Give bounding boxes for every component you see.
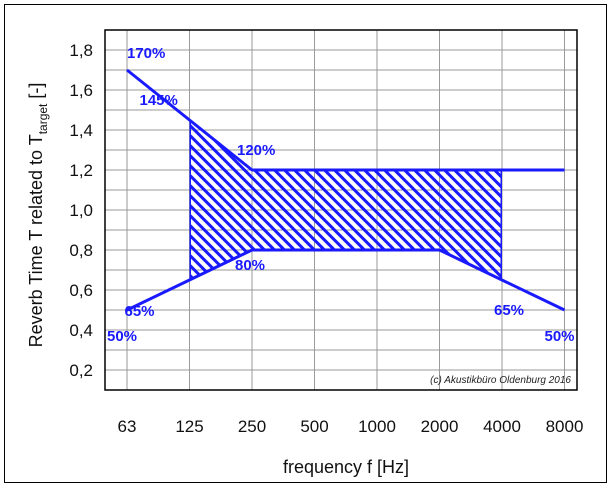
- x-axis-label: frequency f [Hz]: [283, 457, 409, 477]
- anno-65-right: 65%: [494, 302, 524, 319]
- x-tick-label: 500: [300, 417, 328, 436]
- anno-120: 120%: [237, 142, 275, 159]
- hatch-line: [468, 120, 502, 280]
- anno-50-right: 50%: [545, 328, 575, 345]
- upper-limit-line: [126, 68, 565, 172]
- y-axis-label: Reverb Time T related to Ttarget [-]: [26, 83, 50, 348]
- hatch-line: [189, 120, 251, 280]
- x-tick-label: 250: [238, 417, 266, 436]
- anno-50-left: 50%: [107, 328, 137, 345]
- percent-annotations: 170% 145% 120% 80% 65% 65% 50% 50%: [107, 45, 575, 345]
- hatch-line: [520, 115, 613, 285]
- x-tick-label: 63: [118, 417, 137, 436]
- y-tick-label: 1,0: [69, 201, 93, 220]
- anno-145-upper: 145%: [140, 92, 178, 109]
- y-tick-label: 0,8: [69, 241, 93, 260]
- grid: [105, 30, 577, 390]
- y-axis-label-main: Reverb Time T related to T: [26, 134, 46, 347]
- anno-65-left: 65%: [125, 303, 155, 320]
- hatch-line: [510, 115, 613, 285]
- y-tick-label: 1,4: [69, 121, 93, 140]
- hatch-line: [189, 120, 231, 280]
- y-tick-label: 0,2: [69, 361, 93, 380]
- y-tick-label: 1,8: [69, 41, 93, 60]
- x-tick-label: 8000: [546, 417, 584, 436]
- y-tick-label: 0,6: [69, 281, 93, 300]
- anno-80: 80%: [235, 257, 265, 274]
- x-tick-label: 4000: [483, 417, 521, 436]
- y-tick-label: 1,2: [69, 161, 93, 180]
- anno-170: 170%: [127, 45, 165, 62]
- y-tick-labels: 0,2 0,4 0,6 0,8 1,0 1,2 1,4 1,6 1,8: [69, 41, 93, 380]
- hatch-line: [189, 120, 211, 280]
- x-tick-labels: 63 125 250 500 1000 2000 4000 8000: [118, 417, 584, 436]
- tolerance-hatch: [189, 115, 613, 285]
- copyright-note: (c) Akustikbüro Oldenburg 2016: [430, 375, 571, 386]
- hatch-line: [189, 120, 221, 280]
- hatch-line: [189, 120, 201, 280]
- plot-area: [104, 29, 578, 391]
- x-tick-label: 2000: [421, 417, 459, 436]
- y-axis-label-unit: [-]: [26, 83, 46, 104]
- hatch-line: [478, 120, 502, 280]
- hatch-line: [189, 120, 241, 280]
- series-lines: [126, 68, 566, 312]
- y-axis-label-subscript: target: [36, 103, 50, 134]
- x-tick-label: 125: [175, 417, 203, 436]
- hatch-line: [498, 120, 502, 280]
- y-tick-label: 0,4: [69, 321, 93, 340]
- hatch-line: [488, 120, 502, 280]
- chart-frame: [4, 4, 607, 483]
- y-tick-label: 1,6: [69, 81, 93, 100]
- hatch-line: [189, 120, 261, 280]
- x-tick-label: 1000: [358, 417, 396, 436]
- lower-limit-line: [126, 248, 566, 312]
